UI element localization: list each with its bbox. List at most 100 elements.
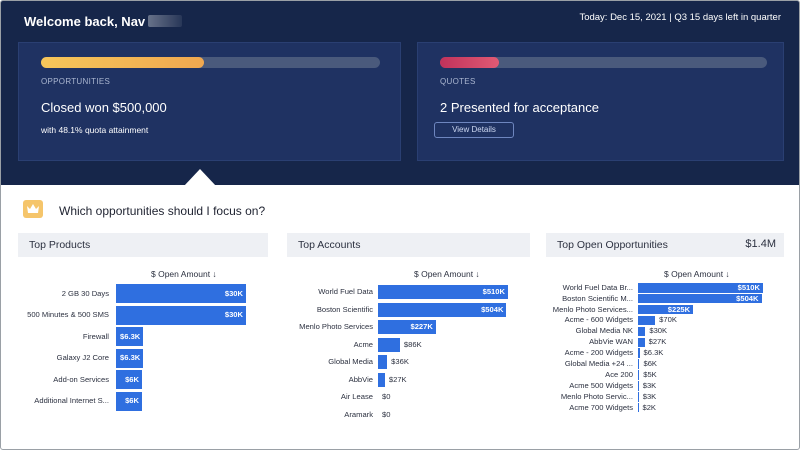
accounts-row-label[interactable]: Menlo Photo Services <box>299 322 373 331</box>
accounts-column-header[interactable]: $ Open Amount ↓ <box>414 269 480 279</box>
opportunities-progress-track <box>41 57 380 68</box>
opportunities-bar[interactable] <box>638 315 656 326</box>
opportunities-row-label[interactable]: Acme - 200 Widgets <box>564 348 633 358</box>
quotes-label: QUOTES <box>440 77 476 86</box>
accounts-row-label[interactable]: Aramark <box>344 409 373 419</box>
quotes-progress-track <box>440 57 767 68</box>
accounts-bar-value: $504K <box>481 304 504 314</box>
products-bar[interactable] <box>116 370 142 389</box>
opportunities-bar-value: $510K <box>737 282 760 292</box>
products-row-label[interactable]: Galaxy J2 Core <box>56 353 109 362</box>
accounts-bar[interactable] <box>378 302 507 317</box>
accounts-bar-value: $86K <box>403 339 422 349</box>
opportunities-bar[interactable] <box>638 293 762 304</box>
opportunities-bar[interactable] <box>638 359 640 369</box>
welcome-message: Welcome back, Nav <box>24 14 183 29</box>
accounts-row-label[interactable]: Acme <box>353 339 373 349</box>
accounts-bar-value: $0 <box>382 392 391 401</box>
opportunities-bar-value: $27K <box>648 337 667 347</box>
opportunities-row-label[interactable]: Global Media +24 ... <box>564 359 633 369</box>
products-bar[interactable] <box>116 348 144 368</box>
accounts-bar[interactable] <box>378 355 388 369</box>
accounts-bar-value: $227K <box>410 322 433 331</box>
opportunities-row-label[interactable]: Acme 500 Widgets <box>569 380 633 390</box>
today-info: Today: Dec 15, 2021 | Q3 15 days left in… <box>579 12 781 23</box>
opportunities-row-label[interactable]: Menlo Photo Services... <box>552 304 633 314</box>
accounts-bar[interactable] <box>378 372 385 387</box>
opportunities-bar-value: $3K <box>642 380 657 390</box>
opportunities-row-label[interactable]: Menlo Photo Servic... <box>560 391 633 401</box>
products-row-label[interactable]: 500 Minutes & 500 SMS <box>27 310 109 319</box>
products-row-label[interactable]: Firewall <box>82 331 109 341</box>
products-bar[interactable] <box>116 305 246 325</box>
accounts-bar-value: $0 <box>382 409 391 419</box>
products-bar-value: $6.3K <box>120 353 141 362</box>
products-column-header[interactable]: $ Open Amount ↓ <box>151 269 217 279</box>
products-bar-value: $6K <box>125 374 139 384</box>
products-bar[interactable] <box>116 327 144 346</box>
accounts-row-label[interactable]: World Fuel Data <box>318 287 373 296</box>
opportunities-progress-fill <box>41 57 204 68</box>
crown-icon <box>23 200 43 218</box>
accounts-bar-value: $36K <box>391 357 409 366</box>
top-opportunities-header: Top Open Opportunities $1.4M <box>546 233 784 257</box>
opportunities-row-label[interactable]: Acme 700 Widgets <box>569 402 633 412</box>
quotes-card[interactable]: QUOTES 2 Presented for acceptance View D… <box>417 42 784 161</box>
accounts-row-label[interactable]: AbbVie <box>348 374 373 384</box>
accounts-bar[interactable] <box>378 337 400 352</box>
opportunities-bar-value: $6K <box>643 359 657 369</box>
products-bar-value: $6.3K <box>120 331 141 341</box>
top-opportunities-title: Top Open Opportunities <box>557 239 668 251</box>
opportunities-column-header[interactable]: $ Open Amount ↓ <box>664 269 730 279</box>
view-details-button[interactable]: View Details <box>434 122 514 138</box>
products-bar[interactable] <box>116 391 142 411</box>
accounts-row-label[interactable]: Global Media <box>328 357 373 366</box>
products-row-label[interactable]: Add-on Services <box>53 374 109 384</box>
opportunities-bar[interactable] <box>638 370 640 380</box>
opportunities-card[interactable]: OPPORTUNITIES Closed won $500,000 with 4… <box>18 42 401 161</box>
opportunities-bar-value: $30K <box>649 326 668 336</box>
opportunities-bar-value: $504K <box>736 293 759 303</box>
opportunities-row-label[interactable]: AbbVie WAN <box>589 337 633 347</box>
opportunities-row-label[interactable]: Acme - 600 Widgets <box>564 315 633 325</box>
pointer-triangle <box>184 169 216 186</box>
opportunities-bar[interactable] <box>638 381 639 391</box>
focus-question: Which opportunities should I focus on? <box>59 204 266 218</box>
opportunities-label: OPPORTUNITIES <box>41 77 111 86</box>
quotes-title: 2 Presented for acceptance <box>440 100 599 115</box>
opportunities-bar-value: $225K <box>667 304 691 314</box>
top-opportunities-total: $1.4M <box>745 238 776 250</box>
opportunities-row-label[interactable]: Boston Scientific M... <box>562 293 633 303</box>
accounts-bar[interactable] <box>378 285 508 299</box>
products-bar-value: $30K <box>224 288 243 298</box>
products-row-label[interactable]: Additional Internet S... <box>34 396 109 405</box>
opportunities-bar[interactable] <box>638 283 763 293</box>
opportunities-bar[interactable] <box>638 392 639 402</box>
opportunities-bar-value: $6.3K <box>643 348 664 358</box>
accounts-bar-value: $510K <box>482 287 505 296</box>
quotes-progress-fill <box>440 57 499 68</box>
accounts-row-label[interactable]: Boston Scientific <box>316 304 373 314</box>
opportunities-bar[interactable] <box>638 348 640 358</box>
opportunities-bar[interactable] <box>638 326 646 337</box>
opportunities-bar[interactable] <box>638 304 694 315</box>
opportunities-bar-value: $5K <box>643 369 657 379</box>
opportunities-subtitle: with 48.1% quota attainment <box>41 125 149 135</box>
accounts-bar-value: $27K <box>388 374 407 384</box>
accounts-row-label[interactable]: Air Lease <box>340 392 373 401</box>
products-bar-value: $30K <box>224 310 243 319</box>
top-products-header: Top Products <box>18 233 268 257</box>
opportunities-row-label[interactable]: Global Media NK <box>575 326 633 336</box>
opportunities-row-label[interactable]: Ace 200 <box>605 369 633 379</box>
accounts-bar[interactable] <box>378 320 436 334</box>
top-accounts-title: Top Accounts <box>298 239 361 251</box>
top-accounts-header: Top Accounts <box>287 233 530 257</box>
products-row-label[interactable]: 2 GB 30 Days <box>61 288 109 298</box>
opportunities-bar[interactable] <box>638 337 645 347</box>
opportunities-bar-value: $3K <box>642 391 657 401</box>
header-banner: Welcome back, Nav Today: Dec 15, 2021 | … <box>1 1 799 185</box>
opportunities-row-label[interactable]: World Fuel Data Br... <box>562 282 633 292</box>
redacted-name <box>148 15 183 27</box>
products-bar[interactable] <box>116 284 246 303</box>
